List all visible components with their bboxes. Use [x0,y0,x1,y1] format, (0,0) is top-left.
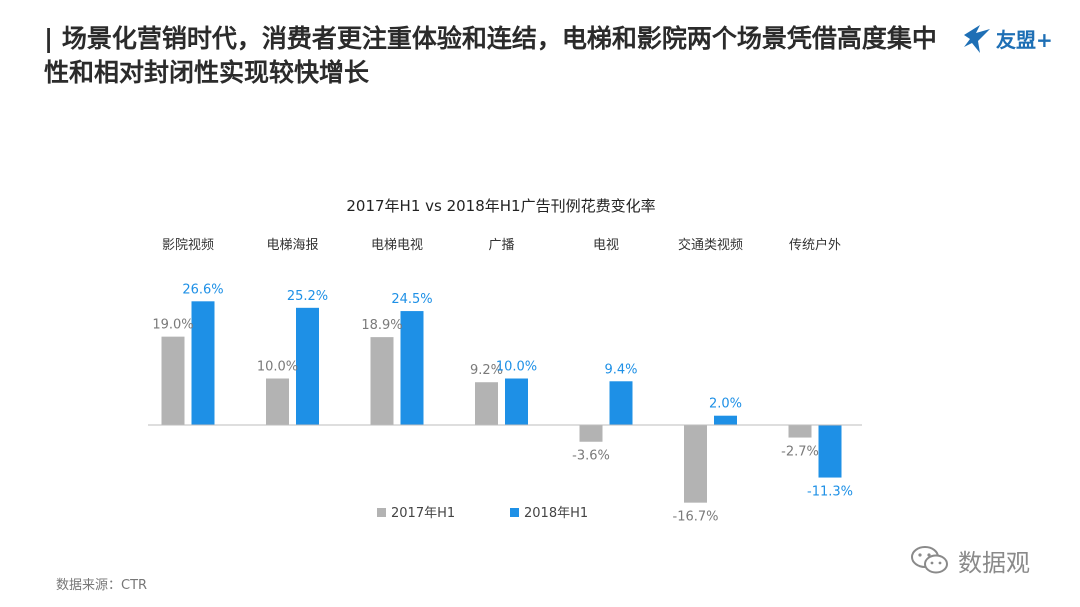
legend-swatch [510,508,519,517]
data-label: -16.7% [673,510,719,525]
bar [266,378,289,425]
bars [161,301,842,503]
value-labels: 19.0%26.6%10.0%25.2%18.9%24.5%9.2%10.0%-… [152,282,853,524]
data-label: 10.0% [257,360,298,375]
bird-icon [964,25,990,53]
category-label: 影院视频 [162,238,214,253]
bar [505,378,528,425]
data-label: -11.3% [807,485,853,500]
data-label: -3.6% [572,449,610,464]
legend-label: 2018年H1 [524,506,588,521]
legend-swatch [377,508,386,517]
category-label: 电视 [593,238,619,253]
data-label: 24.5% [391,292,432,307]
data-label: 9.2% [470,363,503,378]
category-label: 电梯海报 [266,238,318,253]
bar [818,425,842,478]
bar-chart: 2017年H1 vs 2018年H1广告刊例花费变化率 影院视频 电梯海报 电梯电视… [148,197,862,525]
bar [191,301,215,425]
brand-logo: 友盟+ [962,20,1053,56]
category-label: 广播 [488,238,514,253]
bar [788,425,812,438]
chart-title: 2017年H1 vs 2018年H1广告刊例花费变化率 [346,197,655,215]
bar [609,381,633,425]
bar [475,382,498,425]
data-label: 18.9% [361,318,402,333]
bar [579,425,603,442]
logo-text: 友盟+ [996,27,1053,52]
page-title: | 场景化营销时代，消费者更注重体验和连结，电梯和影院两个场景凭借高度集中性和相… [44,24,937,87]
bar [296,307,319,425]
category-label: 交通类视频 [678,237,743,253]
legend-label: 2017年H1 [391,506,455,521]
data-label: -2.7% [781,445,819,460]
data-label: 19.0% [152,318,193,333]
data-label: 25.2% [287,289,328,304]
data-label: 26.6% [182,282,223,297]
data-label: 2.0% [709,397,742,412]
wechat-icon [911,546,948,574]
bar [370,337,394,425]
bar [400,311,424,425]
bar [714,415,737,425]
bar [161,336,185,425]
category-label: 传统户外 [789,237,841,253]
bar [684,425,707,503]
source-note: 数据来源：CTR [56,578,148,593]
watermark-text: 数据观 [958,548,1030,577]
data-label: 10.0% [496,360,537,375]
category-labels: 影院视频 电梯海报 电梯电视 广播 电视 交通类视频 传统户外 [162,237,841,253]
data-label: 9.4% [604,362,637,377]
legend: 2017年H1 2018年H1 [377,506,588,521]
watermark: 数据观 [910,540,1030,580]
category-label: 电梯电视 [371,238,423,253]
